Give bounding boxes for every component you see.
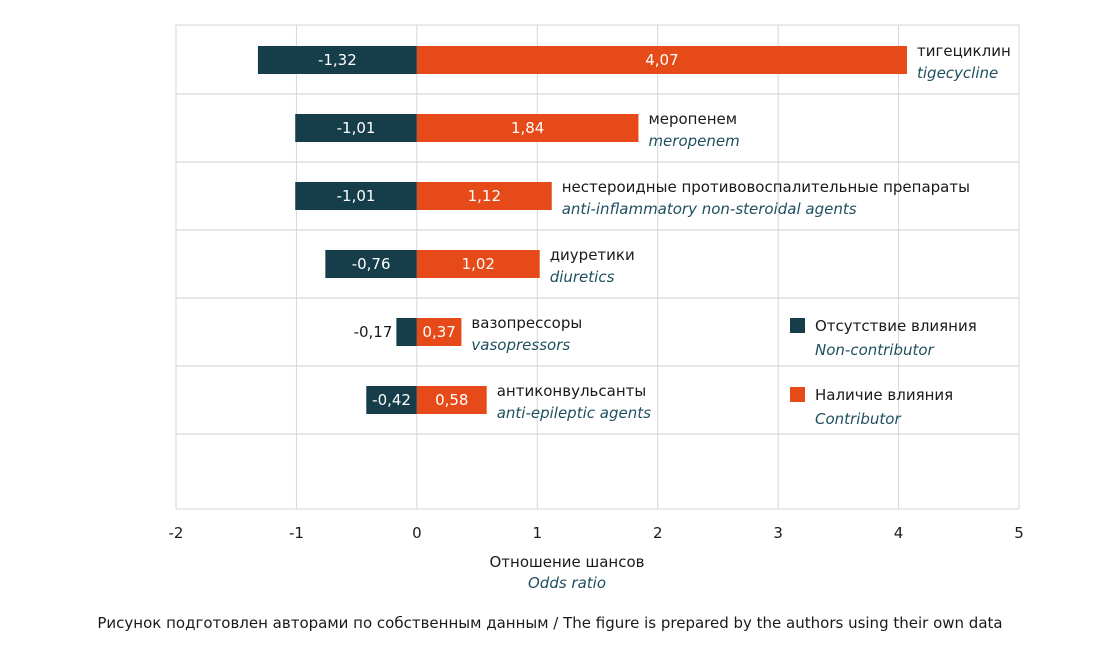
bar-non-contributor (325, 250, 417, 278)
legend-swatch (790, 387, 805, 402)
category-label: нестероидные противовоспалительные препа… (562, 178, 970, 196)
bar-non-contributor (257, 46, 417, 74)
legend-swatch (790, 318, 805, 333)
legend-label: Отсутствие влияния (815, 317, 977, 335)
bar-contributor (416, 182, 552, 210)
x-tick-label: 1 (533, 524, 543, 542)
bar-non-contributor (295, 114, 417, 142)
legend-label-en: Contributor (815, 410, 901, 428)
x-tick-label: 0 (412, 524, 422, 542)
bar-contributor (416, 250, 540, 278)
category-label: тигециклин (917, 42, 1011, 60)
category-label-en: diuretics (550, 268, 615, 286)
data-label-contributor: 0,58 (435, 391, 468, 409)
x-tick-label: 3 (773, 524, 783, 542)
bar-contributor (416, 386, 487, 414)
bar-non-contributor (295, 182, 417, 210)
data-label-contributor: 0,37 (422, 323, 455, 341)
legend-label-en: Non-contributor (815, 341, 935, 359)
category-label: антиконвульсанты (497, 382, 647, 400)
legend-label: Наличие влияния (815, 386, 953, 404)
category-label-en: meropenem (648, 132, 739, 150)
data-label-contributor: 1,02 (462, 255, 495, 273)
category-label-en: tigecycline (917, 64, 998, 82)
category-label-en: anti-inflammatory non-steroidal agents (562, 200, 857, 218)
figure-footnote: Рисунок подготовлен авторами по собствен… (97, 614, 1003, 632)
data-label-non-contributor: -1,01 (337, 187, 376, 205)
data-label-non-contributor: -0,17 (354, 323, 393, 341)
bar-contributor (416, 46, 908, 74)
data-label-non-contributor: -0,42 (372, 391, 411, 409)
x-tick-label: -1 (289, 524, 304, 542)
category-label-en: vasopressors (471, 336, 570, 354)
data-label-contributor: 4,07 (645, 51, 678, 69)
data-label-non-contributor: -1,01 (337, 119, 376, 137)
bar-non-contributor (396, 318, 417, 346)
data-label-non-contributor: -0,76 (352, 255, 391, 273)
data-label-contributor: 1,84 (511, 119, 544, 137)
x-axis-title: Отношение шансов (489, 553, 644, 571)
bar-non-contributor (366, 386, 417, 414)
x-axis-title-en: Odds ratio (528, 574, 606, 592)
x-tick-label: -2 (169, 524, 184, 542)
x-tick-label: 5 (1014, 524, 1024, 542)
bar-contributor (416, 318, 462, 346)
category-label-en: anti-epileptic agents (497, 404, 651, 422)
bar-contributor (416, 114, 639, 142)
category-label: меропенем (648, 110, 737, 128)
odds-ratio-chart: -2 -1 0 1 2 3 4 5 Отношение шансов Odds ratio -1,3… (169, 24, 1024, 592)
category-label: диуретики (550, 246, 635, 264)
category-label: вазопрессоры (471, 314, 582, 332)
x-tick-label: 2 (653, 524, 663, 542)
x-tick-label: 4 (894, 524, 904, 542)
data-label-contributor: 1,12 (468, 187, 501, 205)
data-label-non-contributor: -1,32 (318, 51, 357, 69)
